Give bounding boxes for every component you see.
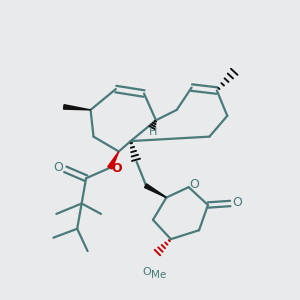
Text: O: O bbox=[53, 161, 63, 174]
Polygon shape bbox=[108, 152, 119, 169]
Polygon shape bbox=[64, 105, 91, 110]
Text: O: O bbox=[233, 196, 243, 209]
Text: O: O bbox=[111, 162, 122, 175]
Text: Me: Me bbox=[151, 270, 166, 280]
Text: H: H bbox=[149, 127, 157, 137]
Polygon shape bbox=[145, 184, 166, 198]
Text: O: O bbox=[190, 178, 200, 191]
Text: O: O bbox=[143, 268, 152, 278]
